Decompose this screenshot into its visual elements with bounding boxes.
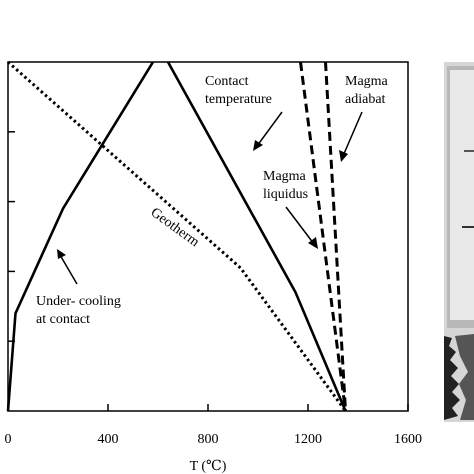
x-tick-labels: 0 400 800 1200 1600 (5, 432, 423, 447)
annotation-arrow (59, 254, 78, 285)
adjacent-image-fragment (444, 62, 474, 422)
series-line-contact-temperature (166, 61, 347, 412)
annotation-text: Under- cooling (36, 294, 121, 309)
x-tick-label: 1200 (294, 432, 322, 447)
annotation-text: Contact (205, 74, 249, 89)
series-line-under-cooling-at-contact (6, 61, 155, 412)
x-tick-label: 1600 (394, 432, 422, 447)
annotation-arrow (342, 111, 363, 157)
axis-ticks (7, 131, 409, 411)
annotation-contact-temperature: Contact temperature (205, 74, 283, 151)
plot-frame (7, 61, 409, 412)
annotation-text: Magma (345, 74, 389, 89)
annotation-text: adiabat (345, 92, 386, 107)
annotation-magma-liquidus: Magma liquidus (263, 169, 318, 249)
arrowhead (253, 140, 263, 151)
x-tick-label: 400 (98, 432, 119, 447)
annotation-text: liquidus (263, 187, 308, 202)
annotation-text: Magma (263, 169, 307, 184)
x-axis-label: T (℃) (190, 459, 227, 474)
x-tick-label: 800 (198, 432, 219, 447)
annotation-text: temperature (205, 92, 272, 107)
annotation-arrow (256, 111, 283, 147)
arrowhead (308, 237, 318, 249)
annotation-magma-adiabat: Magma adiabat (339, 74, 389, 162)
series-layer (6, 60, 347, 412)
series-line-magma-liquidus (299, 61, 347, 412)
x-tick-label: 0 (5, 432, 12, 447)
arrowhead (339, 150, 348, 162)
series-line-magma-adiabat (324, 61, 347, 412)
annotation-arrow (285, 206, 315, 245)
annotation-undercooling: Under- cooling at contact (36, 249, 121, 327)
arrowhead (57, 249, 66, 259)
annotation-text: at contact (36, 312, 90, 327)
